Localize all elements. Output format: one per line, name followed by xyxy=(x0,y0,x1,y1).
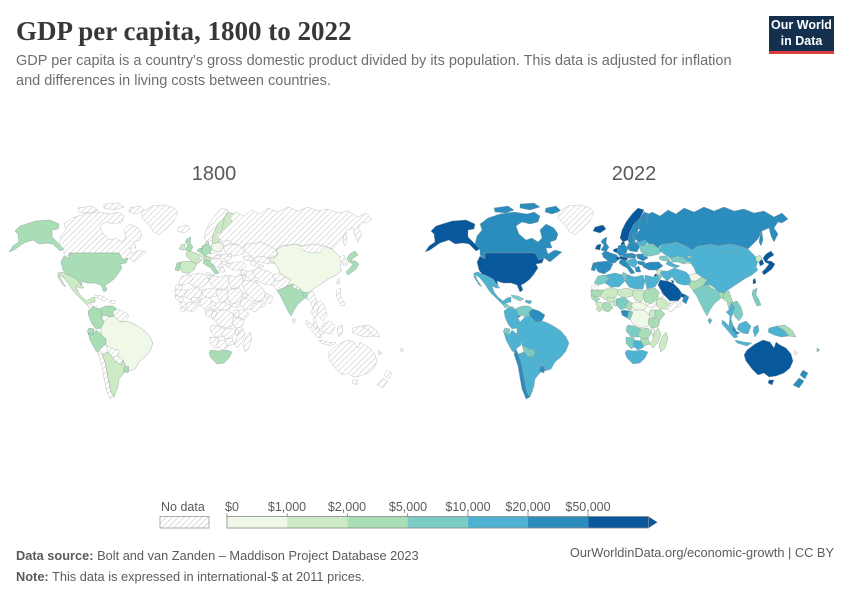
svg-text:$2,000: $2,000 xyxy=(328,500,366,514)
svg-text:No data: No data xyxy=(161,500,205,514)
svg-text:$50,000: $50,000 xyxy=(565,500,610,514)
svg-text:$1,000: $1,000 xyxy=(268,500,306,514)
svg-text:$5,000: $5,000 xyxy=(389,500,427,514)
svg-text:$10,000: $10,000 xyxy=(445,500,490,514)
svg-text:$0: $0 xyxy=(225,500,239,514)
svg-text:$20,000: $20,000 xyxy=(505,500,550,514)
